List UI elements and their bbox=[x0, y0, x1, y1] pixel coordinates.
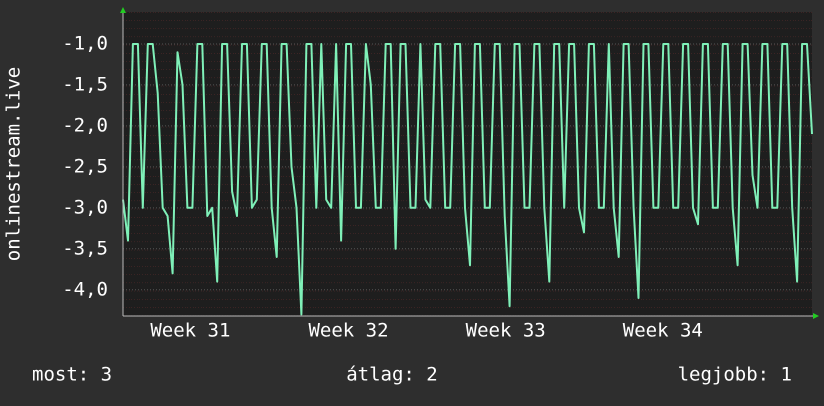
x-tick-label: Week 32 bbox=[308, 320, 388, 342]
y-tick-label: -3,0 bbox=[62, 196, 108, 218]
y-tick-label: -4,0 bbox=[62, 278, 108, 300]
x-arrow bbox=[813, 313, 819, 319]
footer-current: most: 3 bbox=[32, 364, 112, 386]
x-tick-label: Week 34 bbox=[623, 320, 703, 342]
footer-best: legjobb: 1 bbox=[678, 364, 792, 386]
x-tick-label: Week 33 bbox=[466, 320, 546, 342]
y-tick-label: -1,5 bbox=[62, 73, 108, 95]
x-tick-label: Week 31 bbox=[150, 320, 230, 342]
plot bbox=[122, 43, 813, 316]
y-tick-label: -1,0 bbox=[62, 32, 108, 54]
y-tick-label: -2,5 bbox=[62, 155, 108, 177]
y-tick-label: -2,0 bbox=[62, 114, 108, 136]
y-arrow bbox=[120, 7, 126, 13]
footer-average: átlag: 2 bbox=[346, 364, 438, 386]
y-tick-label: -3,5 bbox=[62, 237, 108, 259]
y-axis-label: onlinestream.live bbox=[3, 67, 25, 261]
data-line bbox=[122, 43, 813, 316]
